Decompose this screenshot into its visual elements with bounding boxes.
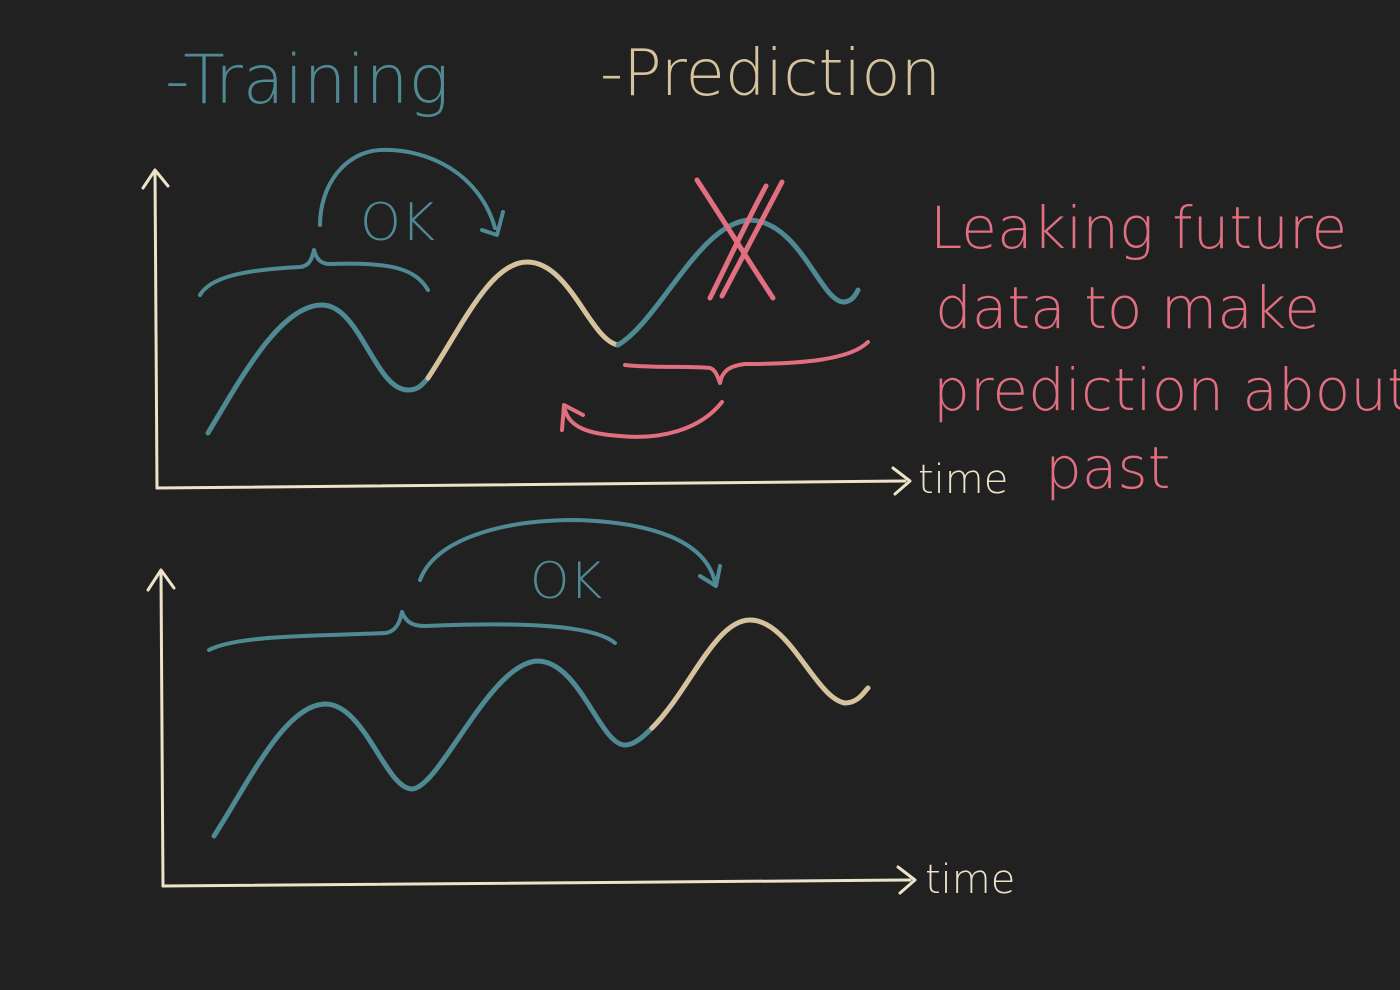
top-series-prediction-part [425, 259, 621, 381]
bottom-series-prediction-part [649, 617, 871, 731]
top-x-axis-arrowhead [891, 466, 912, 496]
cross-mark-icon [694, 177, 785, 301]
bottom-training-bracket [207, 610, 617, 652]
top-x-axis [155, 479, 907, 490]
top-ok-label: OK [360, 193, 435, 253]
bottom-x-axis [161, 878, 912, 888]
leak-note-line-2: data to make [935, 274, 1320, 342]
leak-note: Leaking future data to make prediction a… [930, 194, 1400, 502]
leak-note-line-1: Leaking future [930, 194, 1347, 262]
top-y-axis [153, 170, 159, 490]
top-leak-bracket [623, 340, 870, 385]
bottom-ok-arrow [418, 518, 717, 584]
bottom-ok-label: OK [530, 552, 602, 610]
legend-training-label: -Training [165, 41, 449, 120]
top-panel: time OK Leaking future data to make pred… [141, 147, 1400, 503]
legend: -Training -Prediction [165, 37, 941, 120]
leak-note-line-3: prediction about [933, 356, 1400, 424]
legend-prediction-label: -Prediction [600, 37, 941, 111]
top-training-bracket [198, 248, 430, 297]
top-leak-arrowhead [560, 403, 585, 432]
bottom-ok-arrowhead [698, 564, 722, 588]
top-y-axis-arrowhead [141, 168, 170, 190]
leak-note-line-4: past [1045, 434, 1170, 502]
top-ok-arrowhead [480, 210, 505, 237]
bottom-x-axis-label: time [925, 857, 1015, 903]
bottom-series-training-part [211, 658, 655, 839]
bottom-y-axis-arrowhead [146, 568, 176, 592]
top-ok-arrow [318, 147, 497, 230]
bottom-panel: time OK [146, 518, 1015, 903]
bottom-x-axis-arrowhead [896, 865, 917, 895]
top-series-training-part-2 [615, 217, 861, 348]
top-x-axis-label: time [918, 457, 1008, 503]
top-leak-arrow [563, 400, 724, 439]
bottom-y-axis [159, 570, 165, 888]
top-series-training-part-1 [205, 302, 431, 436]
